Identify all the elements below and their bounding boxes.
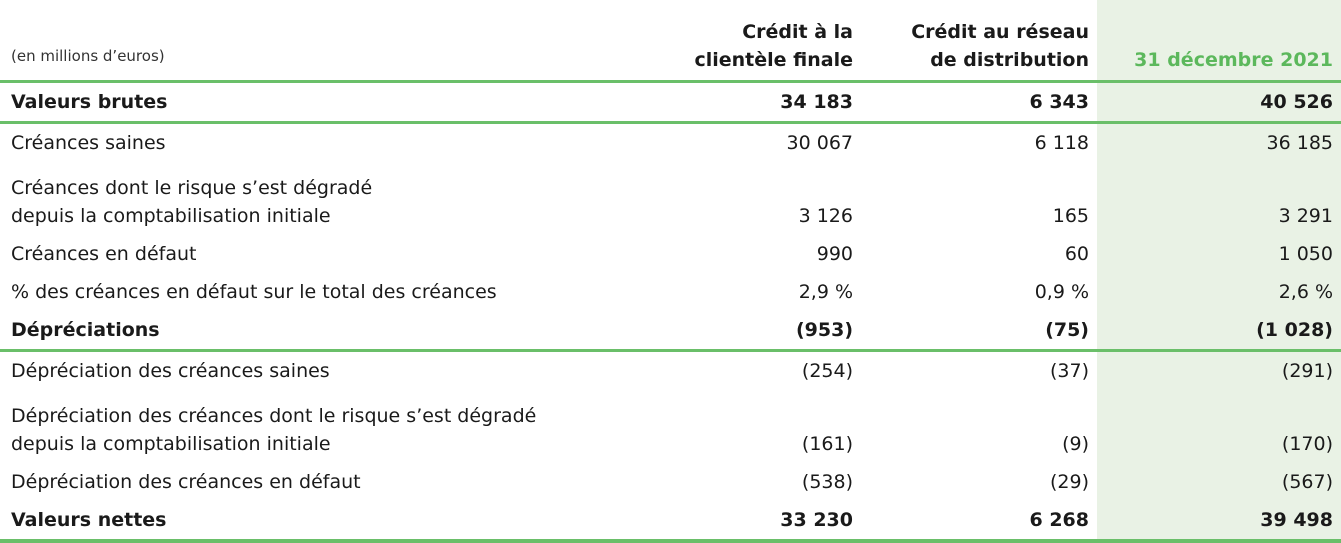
- table-row: % des créances en défaut sur le total de…: [0, 273, 1341, 311]
- cell-clientele: 2,9 %: [798, 281, 853, 303]
- cell-reseau: 165: [1052, 205, 1089, 227]
- cell-total: (1 028): [1097, 311, 1341, 352]
- cell-total: (291): [1097, 350, 1341, 390]
- cell-total: (170): [1097, 390, 1341, 463]
- cell-reseau: (9): [1062, 433, 1089, 455]
- row-label-line2: depuis la comptabilisation initiale: [11, 205, 331, 227]
- cell-reseau: (37): [1049, 360, 1089, 382]
- cell-total: 3 291: [1097, 162, 1341, 235]
- cell-total: 1 050: [1097, 235, 1341, 273]
- header-total-year: 31 décembre 2021: [1097, 0, 1341, 83]
- row-label: Dépréciation des créances en défaut: [11, 471, 361, 493]
- cell-clientele: (254): [801, 360, 853, 382]
- cell-reseau: (29): [1049, 471, 1089, 493]
- unit-note: (en millions d’euros): [0, 0, 661, 83]
- row-label: Valeurs nettes: [0, 501, 661, 543]
- cell-reseau: 6 118: [1034, 132, 1089, 154]
- table-row: Créances dont le risque s’est dégradé de…: [0, 162, 1341, 235]
- table-row: Valeurs brutes 34 183 6 343 40 526: [0, 81, 1341, 124]
- row-label-line1: Dépréciation des créances dont le risque…: [11, 405, 537, 427]
- row-label: Dépréciations: [0, 311, 661, 352]
- table-row: Dépréciation des créances dont le risque…: [0, 390, 1341, 463]
- cell-clientele: 990: [816, 243, 853, 265]
- cell-reseau: 6 268: [861, 501, 1097, 543]
- row-label: % des créances en défaut sur le total de…: [11, 281, 497, 303]
- cell-reseau: 6 343: [861, 81, 1097, 124]
- row-label: Dépréciation des créances dont le risque…: [0, 390, 661, 463]
- row-label-line2: depuis la comptabilisation initiale: [11, 433, 331, 455]
- cell-clientele: (953): [661, 311, 861, 352]
- cell-total: 2,6 %: [1097, 273, 1341, 311]
- header-credit-clientele-line1: Crédit à la: [742, 21, 853, 43]
- row-label: Créances en défaut: [11, 243, 197, 265]
- cell-total: 40 526: [1097, 81, 1341, 124]
- cell-reseau: (75): [861, 311, 1097, 352]
- header-credit-reseau-line2: de distribution: [930, 49, 1089, 71]
- table-row: Dépréciation des créances en défaut (538…: [0, 463, 1341, 501]
- cell-reseau: 0,9 %: [1034, 281, 1089, 303]
- table-header-row: (en millions d’euros) Crédit à la client…: [0, 0, 1341, 83]
- table-row: Créances en défaut 990 60 1 050: [0, 235, 1341, 273]
- cell-clientele: 30 067: [786, 132, 853, 154]
- cell-clientele: 34 183: [661, 81, 861, 124]
- header-credit-clientele: Crédit à la clientèle finale: [661, 0, 861, 83]
- cell-clientele: 3 126: [798, 205, 853, 227]
- row-label: Valeurs brutes: [0, 81, 661, 124]
- row-label: Créances dont le risque s’est dégradé de…: [0, 162, 661, 235]
- table-row: Dépréciation des créances saines (254) (…: [0, 350, 1341, 390]
- row-label: Dépréciation des créances saines: [11, 360, 330, 382]
- header-credit-reseau-line1: Crédit au réseau: [911, 21, 1089, 43]
- cell-clientele: (161): [801, 433, 853, 455]
- table-row: Créances saines 30 067 6 118 36 185: [0, 122, 1341, 162]
- cell-clientele: 33 230: [661, 501, 861, 543]
- row-label: Créances saines: [11, 132, 166, 154]
- cell-total: 36 185: [1097, 122, 1341, 162]
- row-label-line1: Créances dont le risque s’est dégradé: [11, 177, 373, 199]
- header-credit-clientele-line2: clientèle finale: [694, 49, 853, 71]
- cell-total: 39 498: [1097, 501, 1341, 543]
- table-row: Dépréciations (953) (75) (1 028): [0, 311, 1341, 352]
- table-row: Valeurs nettes 33 230 6 268 39 498: [0, 501, 1341, 543]
- cell-total: (567): [1097, 463, 1341, 501]
- header-credit-reseau: Crédit au réseau de distribution: [861, 0, 1097, 83]
- cell-clientele: (538): [801, 471, 853, 493]
- cell-reseau: 60: [1064, 243, 1089, 265]
